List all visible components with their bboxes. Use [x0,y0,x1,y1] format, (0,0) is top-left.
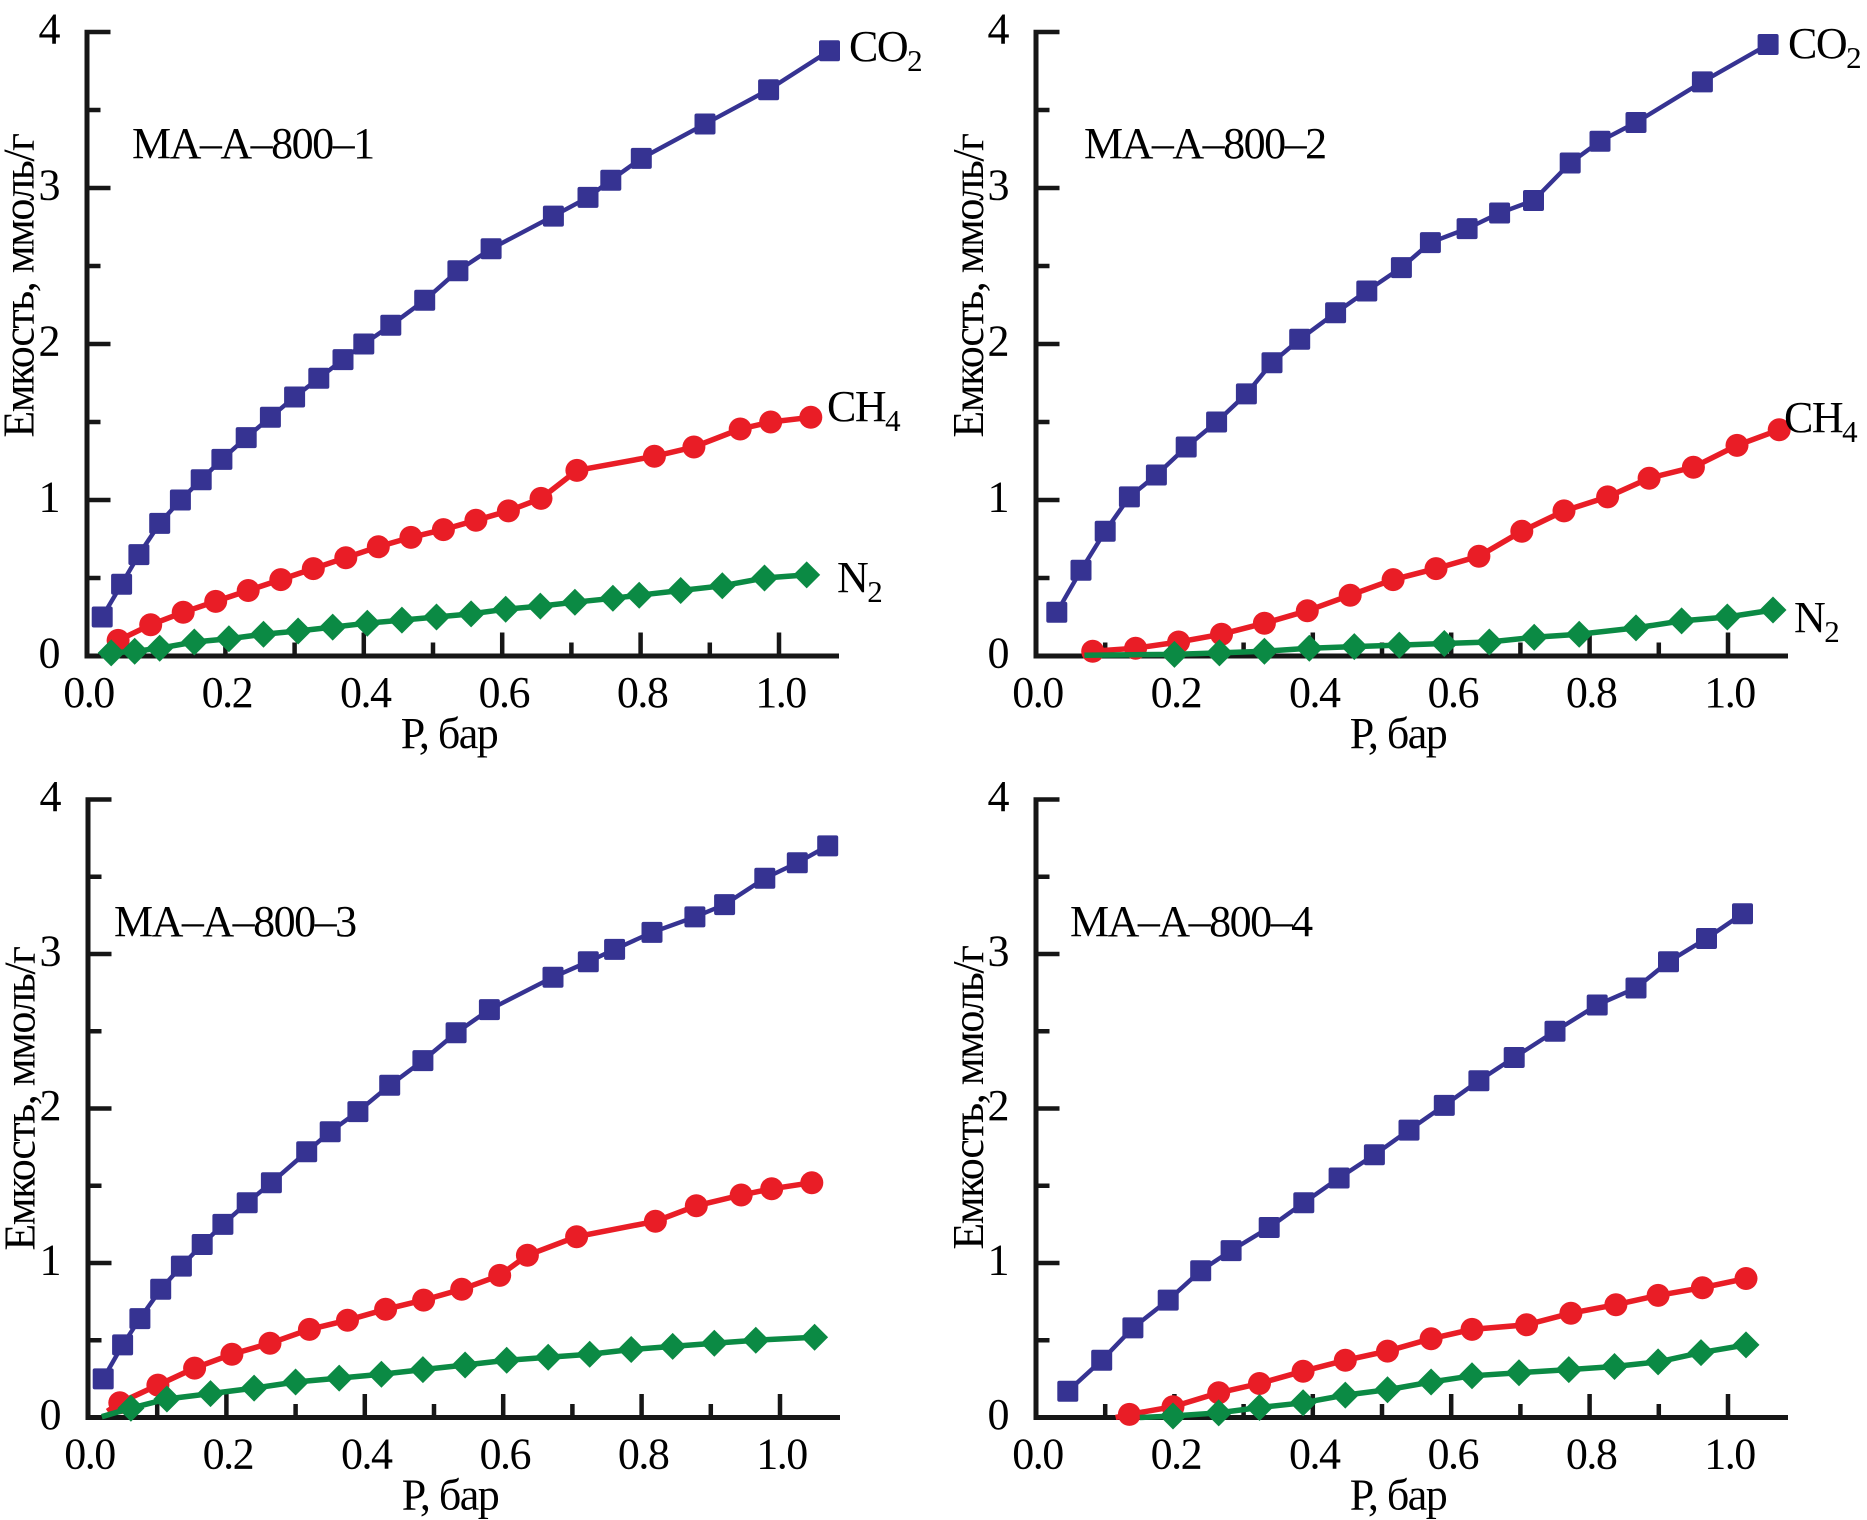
svg-text:0.0: 0.0 [1012,668,1063,717]
svg-text:0.6: 0.6 [1427,668,1478,717]
svg-text:4: 4 [988,5,1010,54]
svg-text:0.8: 0.8 [1566,1430,1617,1479]
svg-text:0: 0 [40,1390,61,1439]
svg-text:1.0: 1.0 [755,668,806,717]
svg-text:2: 2 [39,317,60,366]
svg-text:2: 2 [40,1081,61,1130]
svg-text:0.2: 0.2 [203,1430,254,1479]
svg-text:0.6: 0.6 [1427,1430,1478,1479]
svg-text:P, бар: P, бар [402,1471,499,1520]
svg-text:2: 2 [988,1081,1009,1130]
svg-text:4: 4 [39,5,61,54]
svg-text:0.6: 0.6 [478,668,529,717]
svg-text:0.4: 0.4 [1289,1430,1341,1479]
svg-text:4: 4 [40,772,62,821]
svg-text:0.2: 0.2 [1151,668,1202,717]
svg-text:0.2: 0.2 [1151,1430,1202,1479]
svg-text:1.0: 1.0 [756,1430,807,1479]
svg-text:0.0: 0.0 [1012,1430,1063,1479]
svg-text:Емкость, ммоль/г: Емкость, ммоль/г [944,946,993,1250]
svg-text:1: 1 [988,473,1009,522]
svg-text:MA–A–800–3: MA–A–800–3 [114,897,356,946]
svg-text:0.6: 0.6 [479,1430,530,1479]
svg-text:Емкость, ммоль/г: Емкость, ммоль/г [0,947,45,1251]
svg-text:0.2: 0.2 [202,668,253,717]
svg-text:0: 0 [988,1390,1009,1439]
svg-text:3: 3 [39,161,60,210]
svg-text:0.8: 0.8 [618,1430,669,1479]
svg-text:Емкость, ммоль/г: Емкость, ммоль/г [0,134,44,438]
svg-text:3: 3 [40,927,61,976]
svg-text:MA–A–800–2: MA–A–800–2 [1084,119,1326,168]
svg-text:1: 1 [39,473,60,522]
svg-text:1.0: 1.0 [1704,668,1755,717]
svg-text:1.0: 1.0 [1704,1430,1755,1479]
svg-text:3: 3 [988,161,1009,210]
svg-text:3: 3 [988,927,1009,976]
svg-text:Емкость, ммоль/г: Емкость, ммоль/г [944,134,993,438]
svg-text:MA–A–800–1: MA–A–800–1 [132,119,374,168]
svg-text:1: 1 [988,1236,1009,1285]
svg-text:MA–A–800–4: MA–A–800–4 [1070,897,1313,946]
svg-text:0: 0 [39,629,60,678]
svg-text:0: 0 [988,629,1009,678]
svg-text:P, бар: P, бар [1350,709,1447,758]
svg-text:0.8: 0.8 [617,668,668,717]
svg-text:0.4: 0.4 [340,668,392,717]
svg-text:P, бар: P, бар [1350,1471,1447,1520]
svg-text:0.0: 0.0 [63,668,114,717]
svg-text:P, бар: P, бар [401,709,498,758]
svg-text:0.0: 0.0 [64,1430,115,1479]
svg-text:2: 2 [988,317,1009,366]
svg-text:4: 4 [988,772,1010,821]
svg-text:1: 1 [40,1236,61,1285]
svg-text:0.4: 0.4 [341,1430,393,1479]
svg-text:0.4: 0.4 [1289,668,1341,717]
svg-text:0.8: 0.8 [1566,668,1617,717]
